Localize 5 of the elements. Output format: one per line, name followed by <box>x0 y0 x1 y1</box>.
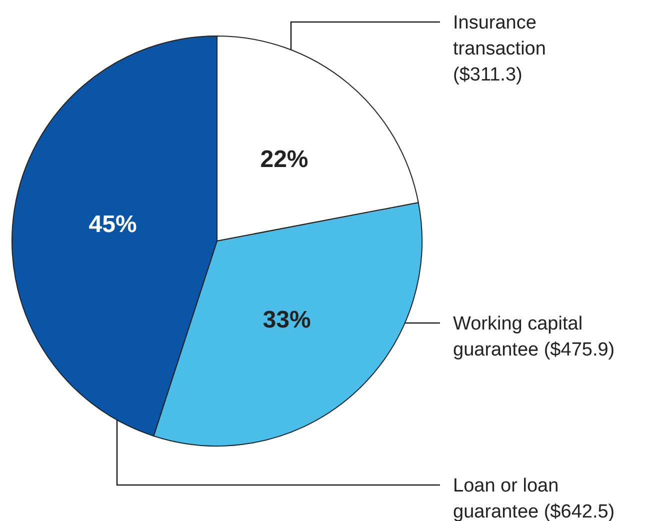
data-label: 45% <box>88 210 137 238</box>
slice-label: Insurance transaction ($311.3) <box>453 12 546 86</box>
data-label: 33% <box>262 306 311 334</box>
data-label: 22% <box>260 146 308 174</box>
slice-label: Working capital guarantee ($475.9) <box>453 314 615 360</box>
